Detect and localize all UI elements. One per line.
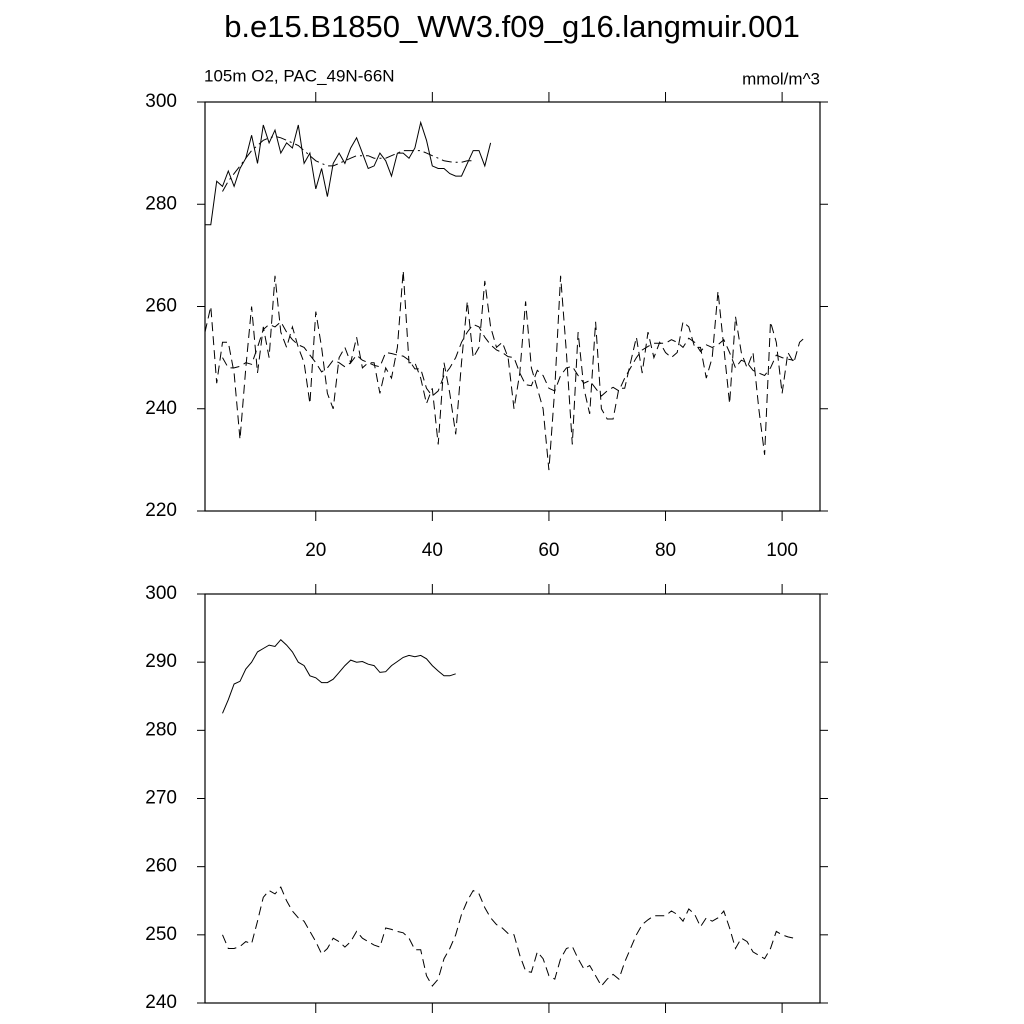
y-tick-label: 280 (145, 719, 177, 740)
series-line (222, 886, 794, 987)
y-tick-label: 260 (145, 856, 177, 877)
series-line (222, 638, 456, 714)
y-tick-label: 300 (145, 91, 177, 112)
series-line (204, 270, 806, 471)
plot-frame (204, 593, 821, 1004)
y-tick-label: 240 (145, 398, 177, 419)
left-label: 105m O2, PAC_49N-66N (204, 66, 395, 85)
y-tick-label: 290 (145, 651, 177, 672)
x-tick-label: 20 (305, 540, 326, 561)
y-tick-label: 270 (145, 788, 177, 809)
y-tick-label: 220 (145, 500, 177, 521)
chart-title: b.e15.B1850_WW3.f09_g16.langmuir.001 (224, 9, 800, 44)
x-tick-label: 100 (766, 540, 798, 561)
y-tick-label: 250 (145, 924, 177, 945)
y-tick-label: 240 (145, 992, 177, 1013)
series-line (205, 120, 492, 226)
y-tick-label: 300 (145, 583, 177, 604)
y-tick-label: 260 (145, 296, 177, 317)
x-tick-label: 60 (538, 540, 559, 561)
y-tick-label: 280 (145, 193, 177, 214)
series-line (222, 135, 474, 192)
series-line (222, 321, 794, 397)
plot-frame (204, 101, 821, 512)
x-tick-label: 40 (422, 540, 443, 561)
units-label: mmol/m^3 (742, 69, 820, 88)
x-tick-label: 80 (655, 540, 676, 561)
